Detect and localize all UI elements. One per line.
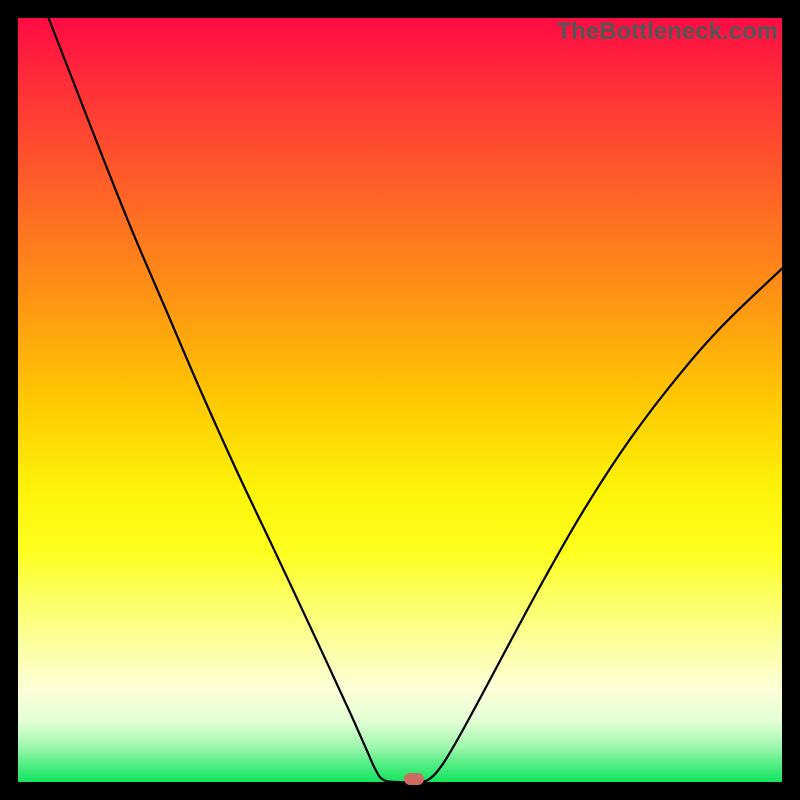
watermark-label: TheBottleneck.com <box>557 18 778 46</box>
plot-area: TheBottleneck.com <box>18 18 782 782</box>
optimal-point-marker <box>404 773 424 785</box>
bottleneck-curve <box>18 18 782 782</box>
chart-container: TheBottleneck.com <box>0 0 800 800</box>
